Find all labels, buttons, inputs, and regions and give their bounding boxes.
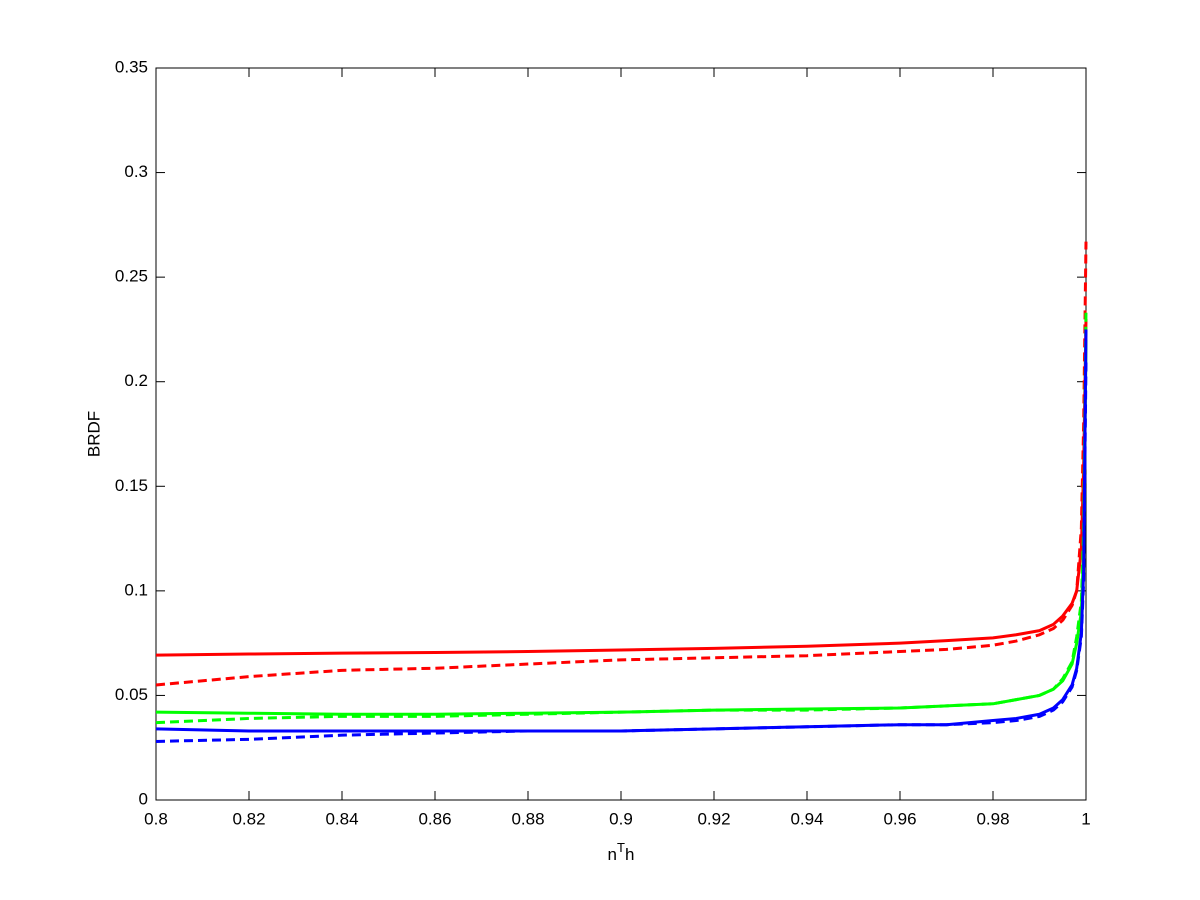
y-tick-label: 0.3 xyxy=(124,162,148,181)
plot-frame xyxy=(155,67,1087,801)
x-tick-label: 0.98 xyxy=(976,809,1009,828)
data-line xyxy=(155,308,1088,725)
y-tick-label: 0.25 xyxy=(115,267,148,286)
x-tick-label: 0.84 xyxy=(325,809,358,828)
x-tick-label: 0.8 xyxy=(144,809,168,828)
y-tick-label: 0.35 xyxy=(115,57,148,76)
x-tick-label: 0.96 xyxy=(883,809,916,828)
y-tick-label: 0.2 xyxy=(124,371,148,390)
x-label-part: h xyxy=(625,845,634,864)
x-tick-label: 0.86 xyxy=(418,809,451,828)
data-line xyxy=(155,360,1088,743)
x-axis-label: nTh xyxy=(608,840,635,864)
y-tick-label: 0 xyxy=(139,789,148,808)
x-tick-label: 0.92 xyxy=(697,809,730,828)
x-label-sup: T xyxy=(617,840,625,855)
x-tick-label: 1 xyxy=(1081,809,1090,828)
y-tick-label: 0.15 xyxy=(115,476,148,495)
data-line xyxy=(155,241,1088,687)
x-tick-label: 0.9 xyxy=(609,809,633,828)
x-tick-label: 0.94 xyxy=(790,809,823,828)
x-label-part: n xyxy=(608,845,617,864)
x-tick-label: 0.88 xyxy=(511,809,544,828)
y-axis-label: BRDF xyxy=(84,411,103,457)
y-tick-label: 0.05 xyxy=(115,685,148,704)
x-tick-label: 0.82 xyxy=(232,809,265,828)
y-tick-label: 0.1 xyxy=(124,580,148,599)
